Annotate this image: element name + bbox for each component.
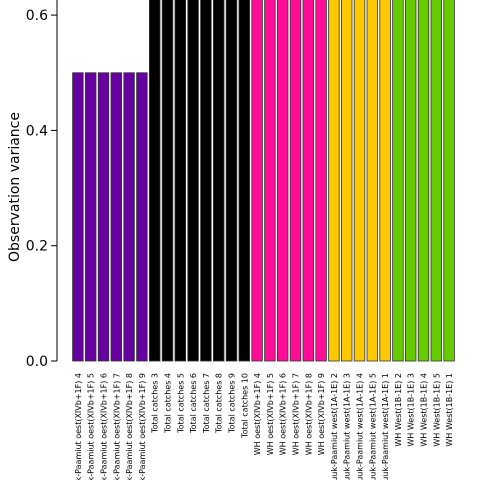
- bar: [85, 72, 97, 362]
- bar: [340, 0, 353, 362]
- x-tick-label: Nuuk-Paamiut oest(XIVb+1F) 9: [138, 373, 147, 480]
- bar: [366, 0, 379, 362]
- bar: [302, 0, 315, 362]
- bar: [136, 72, 148, 362]
- bar: [443, 0, 455, 362]
- x-tick-label: WH oest(XIVb+1F) 9: [317, 373, 326, 455]
- x-tick-label: Nuuk-Paamiut west(1A-1E) 3: [343, 373, 352, 480]
- y-tick-label: 0.0: [26, 354, 48, 370]
- plot-area: [72, 0, 455, 362]
- bar: [123, 72, 135, 362]
- x-tick-label: WH West(1B-1E) 1: [445, 373, 454, 447]
- x-tick-label: Nuuk-Paamiut oest(XIVb+1F) 4: [74, 373, 83, 480]
- bar: [110, 72, 123, 362]
- bar: [289, 0, 302, 362]
- bar: [430, 0, 443, 362]
- x-tick-label: WH oest(XIVb+1F) 5: [266, 373, 275, 455]
- y-tick-label: 0.6: [26, 8, 48, 24]
- x-tick-label: Total catches 3: [151, 373, 160, 434]
- x-tick-label: Nuuk-Paamiut west(1A-1E) 5: [368, 373, 377, 480]
- x-tick-label: Nuuk-Paamiut oest(XIVb+1F) 8: [125, 373, 134, 480]
- y-tick-label: 0.4: [26, 123, 48, 139]
- bar: [225, 0, 238, 362]
- bar: [200, 0, 212, 362]
- x-tick-label: WH oest(XIVb+1F) 8: [304, 373, 313, 455]
- x-tick-label: WH West(1B-1E) 3: [407, 373, 416, 447]
- bar: [97, 72, 110, 362]
- x-axis: Nuuk-Paamiut oest(XIVb+1F) 4 Nuuk-Paamiut…: [74, 373, 454, 480]
- y-tick-label: 0.2: [26, 239, 48, 255]
- y-axis: 0.00.20.40.60.81.01.21.4: [26, 0, 58, 370]
- x-tick-label: WH oest(XIVb+1F) 7: [292, 373, 301, 455]
- bar: [161, 0, 174, 362]
- bar: [148, 0, 161, 362]
- x-tick-label: Nuuk-Paamiut west(1A-1E) 4: [356, 373, 365, 480]
- bar: [392, 0, 404, 362]
- x-tick-label: Total catches 8: [215, 373, 224, 434]
- bar: [315, 0, 327, 362]
- x-tick-label: Nuuk-Paamiut west(1A-1E) 1: [381, 373, 390, 480]
- x-tick-label: Total catches 10: [240, 373, 249, 439]
- x-tick-label: Total catches 9: [228, 373, 237, 434]
- bar: [174, 0, 187, 362]
- bar: [238, 0, 251, 362]
- x-tick-label: Total catches 4: [164, 373, 173, 434]
- bar: [328, 0, 340, 362]
- bar: [353, 0, 366, 362]
- bar: [276, 0, 289, 362]
- x-tick-label: Nuuk-Paamiut west(1A-1E) 2: [330, 373, 339, 480]
- bar: [379, 0, 391, 362]
- y-axis-title: Observation variance: [7, 112, 23, 262]
- bar: [212, 0, 225, 362]
- bar: [251, 0, 263, 362]
- bar: [404, 0, 417, 362]
- x-tick-label: Total catches 6: [189, 373, 198, 434]
- x-tick-label: WH West(1B-1E) 5: [432, 373, 441, 447]
- x-tick-label: WH oest(XIVb+1F) 4: [253, 373, 262, 455]
- bar: [264, 0, 276, 362]
- x-tick-label: WH oest(XIVb+1F) 6: [279, 373, 288, 455]
- bar: [187, 0, 199, 362]
- x-tick-label: Nuuk-Paamiut oest(XIVb+1F) 7: [112, 373, 121, 480]
- x-tick-label: Total catches 5: [176, 373, 185, 434]
- x-tick-label: Nuuk-Paamiut oest(XIVb+1F) 5: [87, 373, 96, 480]
- bar: [417, 0, 430, 362]
- bar: [72, 72, 84, 362]
- x-tick-label: WH West(1B-1E) 4: [420, 373, 429, 447]
- x-tick-label: Total catches 7: [202, 373, 211, 434]
- x-tick-label: WH West(1B-1E) 2: [394, 373, 403, 447]
- x-tick-label: Nuuk-Paamiut oest(XIVb+1F) 6: [100, 373, 109, 480]
